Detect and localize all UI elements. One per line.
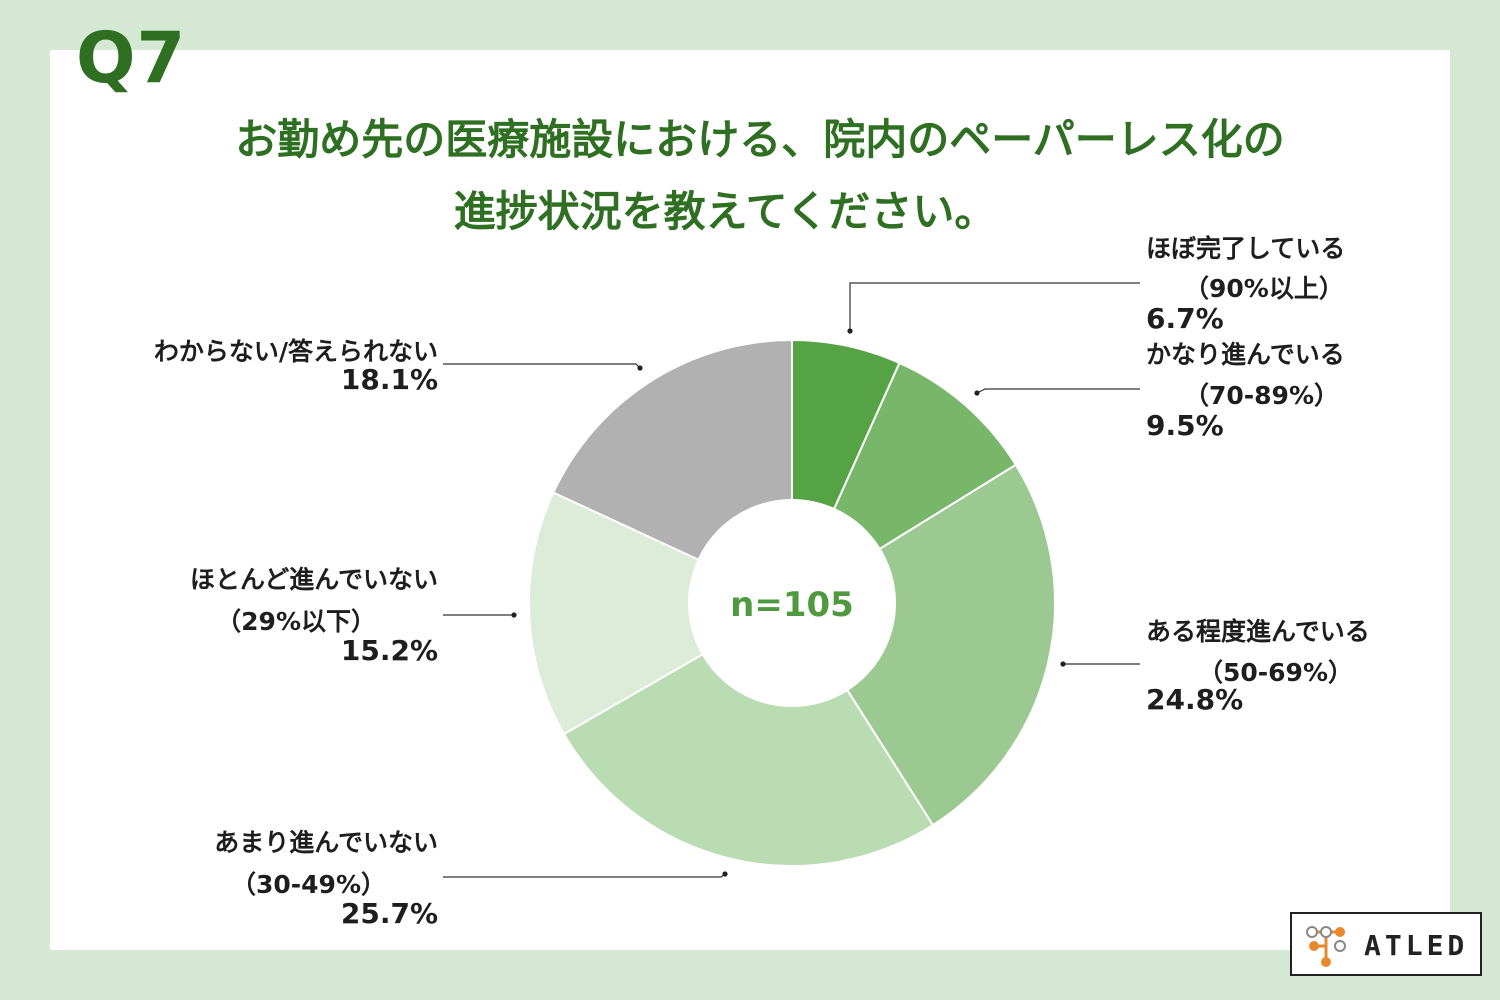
- slice-label-5-line-2: （29%以下）: [216, 607, 376, 636]
- sample-size-label: n=105: [730, 585, 854, 625]
- leader-line-1: [849, 282, 1140, 331]
- slice-label-5-line-1: ほとんど進んでいない: [190, 565, 438, 594]
- slice-label-3-line-2: （50-69%）: [1198, 658, 1353, 687]
- donut-hole: [688, 499, 896, 707]
- leader-line-4: [443, 873, 726, 878]
- slice-label-1-line-2: （90%以上）: [1184, 274, 1344, 303]
- leader-dot-3: [1060, 661, 1066, 667]
- slice-label-3-line-1: ある程度進んでいる: [1146, 617, 1370, 646]
- slice-value-1: 6.7%: [1146, 302, 1224, 335]
- atled-logo: ATLED: [1290, 912, 1482, 976]
- slice-value-3: 24.8%: [1146, 683, 1243, 716]
- slice-value-6: 18.1%: [341, 363, 438, 396]
- leader-line-2: [976, 388, 1140, 394]
- atled-mark-icon: [1306, 926, 1346, 967]
- leader-dot-5: [511, 612, 517, 618]
- leader-dot-4: [722, 871, 728, 877]
- question-title-line-1: お勤め先の医療施設における、院内のペーパーレス化の: [235, 115, 1285, 164]
- slice-label-4-line-2: （30-49%）: [231, 870, 386, 899]
- leader-dot-1: [847, 328, 853, 334]
- slice-label-4-line-1: あまり進んでいない: [214, 828, 438, 857]
- pie-slice-5: [528, 491, 795, 736]
- slice-label-2-line-2: （70-89%）: [1184, 381, 1339, 410]
- leader-dot-2: [974, 390, 980, 396]
- slice-labels-layer: ほぼ完了している （90%以上）6.7% かなり進んでいる （70-89%）9.5% あ…: [154, 234, 1370, 930]
- slice-value-2: 9.5%: [1146, 409, 1224, 442]
- question-title-line-2: 進捗状況を教えてください。: [453, 187, 997, 236]
- leader-lines-layer: [443, 282, 1140, 878]
- question-number: Q7: [76, 17, 187, 99]
- slice-value-4: 25.7%: [341, 897, 438, 930]
- slice-label-6-line-1: わからない/答えられない: [154, 337, 438, 366]
- pie-slice-4: [562, 601, 935, 867]
- atled-logo-text: ATLED: [1364, 929, 1469, 962]
- slice-value-5: 15.2%: [341, 634, 438, 667]
- pie-slice-3: [790, 463, 1056, 827]
- leader-dot-6: [637, 365, 643, 371]
- leader-line-6: [443, 363, 641, 369]
- slice-label-2-line-1: かなり進んでいる: [1146, 340, 1345, 369]
- slice-label-1-line-1: ほぼ完了している: [1146, 234, 1345, 263]
